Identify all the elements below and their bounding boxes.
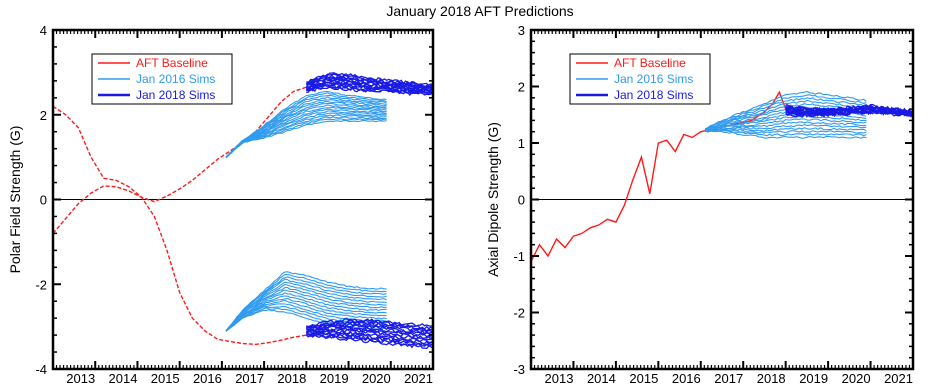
sim-line [785, 103, 913, 115]
plot-area [53, 72, 433, 350]
sim-line [225, 286, 387, 332]
sim-line [704, 129, 867, 137]
polar-field-panel: -4 -2 0 2 4 2013 2014 2015 2016 2017 2018 2019 2020 2… [7, 23, 435, 386]
sim-line [704, 121, 867, 132]
y-tick-label: -3 [513, 362, 525, 377]
y-tick-label: 1 [518, 136, 525, 151]
sim-line [306, 319, 433, 330]
sim-line [704, 118, 867, 132]
x-tick-label: 2021 [884, 371, 913, 386]
sim-line [225, 108, 387, 159]
x-tick-label: 2013 [545, 371, 574, 386]
x-tick-label: 2017 [714, 371, 743, 386]
sim-line [225, 118, 387, 158]
sim-line [225, 271, 387, 332]
sim-line [225, 90, 387, 158]
x-tick-label: 2017 [235, 371, 264, 386]
sim-line [704, 99, 867, 130]
sim-line [225, 295, 387, 331]
sim-line [306, 85, 433, 96]
y-tick-label: 3 [518, 23, 525, 38]
sim-line [785, 106, 913, 116]
sim-line [225, 297, 387, 332]
sim-line [225, 99, 387, 158]
legend-label: AFT Baseline [614, 56, 686, 70]
sim-line [225, 92, 387, 158]
x-tick-label: 2019 [320, 371, 349, 386]
sim-line [225, 274, 387, 332]
y-tick-label: -2 [35, 277, 47, 292]
y-axis-label: Polar Field Strength (G) [7, 126, 23, 274]
sim-line [704, 103, 867, 130]
y-axis-label: Axial Dipole Strength (G) [485, 122, 501, 277]
x-tick-label: 2021 [404, 371, 433, 386]
legend: AFT Baseline Jan 2016 Sims Jan 2018 Sims [569, 53, 711, 105]
x-tick-label: 2019 [799, 371, 828, 386]
sim-line [225, 292, 387, 331]
x-tick-label: 2014 [109, 371, 138, 386]
axial-dipole-panel: -3 -2 -1 0 1 2 3 2013 2014 2015 2016 2017 2018 2019 20… [485, 23, 915, 386]
sim-line [704, 97, 867, 130]
x-tick-label: 2020 [362, 371, 391, 386]
y-tick-label: -4 [35, 362, 47, 377]
y-tick-label: 4 [40, 23, 47, 38]
y-tick-label: 0 [518, 193, 525, 208]
x-tick-label: 2016 [193, 371, 222, 386]
y-tick-label: -2 [513, 306, 525, 321]
x-tick-label: 2014 [587, 371, 616, 386]
plot-area [531, 90, 913, 262]
sim-line [225, 112, 387, 157]
x-tick-label: 2016 [672, 371, 701, 386]
legend-label: Jan 2016 Sims [136, 72, 215, 86]
y-tick-label: -1 [513, 249, 525, 264]
legend-label: Jan 2018 Sims [136, 88, 215, 102]
sim-line [225, 94, 387, 158]
sim-line [704, 90, 867, 130]
legend: AFT Baseline Jan 2016 Sims Jan 2018 Sims [91, 53, 233, 105]
sim-line [305, 72, 433, 87]
x-tick-label: 2015 [151, 371, 180, 386]
sim-line [305, 334, 433, 350]
figure-title: January 2018 AFT Predictions [386, 3, 573, 19]
sim-line [225, 303, 387, 332]
sim-line [225, 284, 387, 332]
sim-line [225, 104, 387, 158]
y-tick-label: 0 [40, 193, 47, 208]
baseline-line [531, 90, 787, 262]
y-tick-label: 2 [518, 80, 525, 95]
sim-line [225, 276, 387, 332]
sim-line [225, 281, 387, 331]
sim-line [225, 309, 387, 331]
sim-line [306, 74, 433, 89]
sim-line [305, 323, 433, 335]
legend-label: Jan 2016 Sims [614, 72, 693, 86]
x-tick-label: 2018 [757, 371, 786, 386]
x-tick-label: 2015 [629, 371, 658, 386]
baseline-line [53, 86, 307, 234]
sim-line [704, 124, 867, 132]
sim-line [704, 94, 867, 131]
legend-label: Jan 2018 Sims [614, 88, 693, 102]
y-tick-label: 2 [40, 108, 47, 123]
sim-line [306, 332, 433, 346]
x-tick-label: 2018 [277, 371, 306, 386]
sim-line [704, 113, 867, 132]
sim-line [704, 127, 867, 132]
legend-label: AFT Baseline [136, 56, 208, 70]
x-tick-label: 2020 [842, 371, 871, 386]
sim-line [225, 278, 387, 332]
sim-line [305, 331, 433, 345]
baseline-line [53, 105, 307, 346]
sim-line [225, 307, 387, 332]
x-tick-label: 2013 [66, 371, 95, 386]
sim-line [306, 318, 433, 328]
